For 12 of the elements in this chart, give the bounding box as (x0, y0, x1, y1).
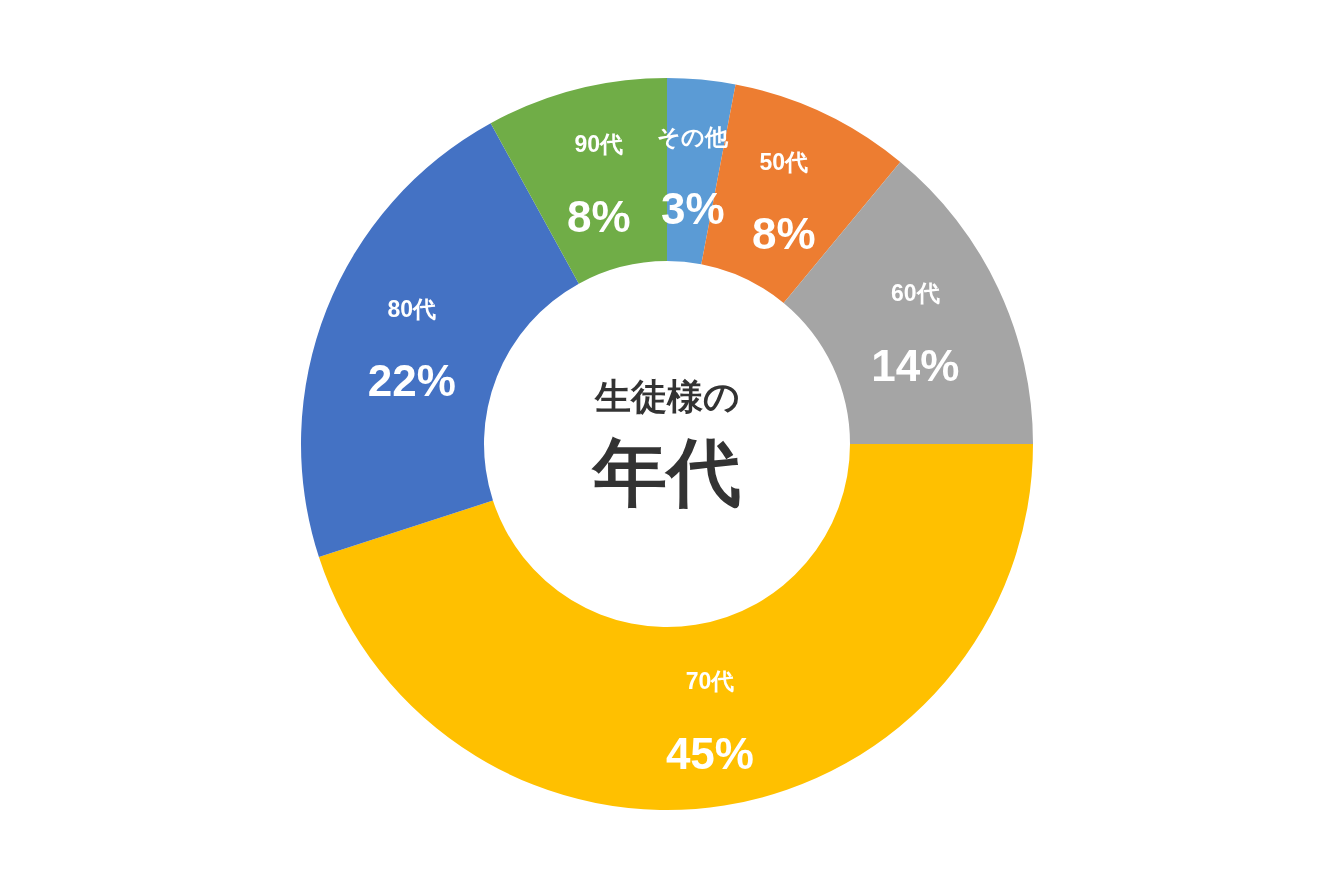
data-label: 22% (367, 356, 456, 406)
data-label: 8% (752, 209, 816, 259)
text: 年代 (591, 430, 741, 514)
data-label: 14% (871, 340, 960, 390)
data-label: 45% (665, 728, 754, 778)
slice-label: 80代 (387, 295, 437, 322)
slice-label: 50代 (759, 148, 809, 175)
slice-label: 70代 (685, 668, 735, 695)
slice-label: 60代 (891, 280, 940, 307)
slice-label: 90代 (574, 131, 624, 158)
data-label: 8% (566, 191, 631, 241)
text: 生徒様の (593, 375, 740, 417)
